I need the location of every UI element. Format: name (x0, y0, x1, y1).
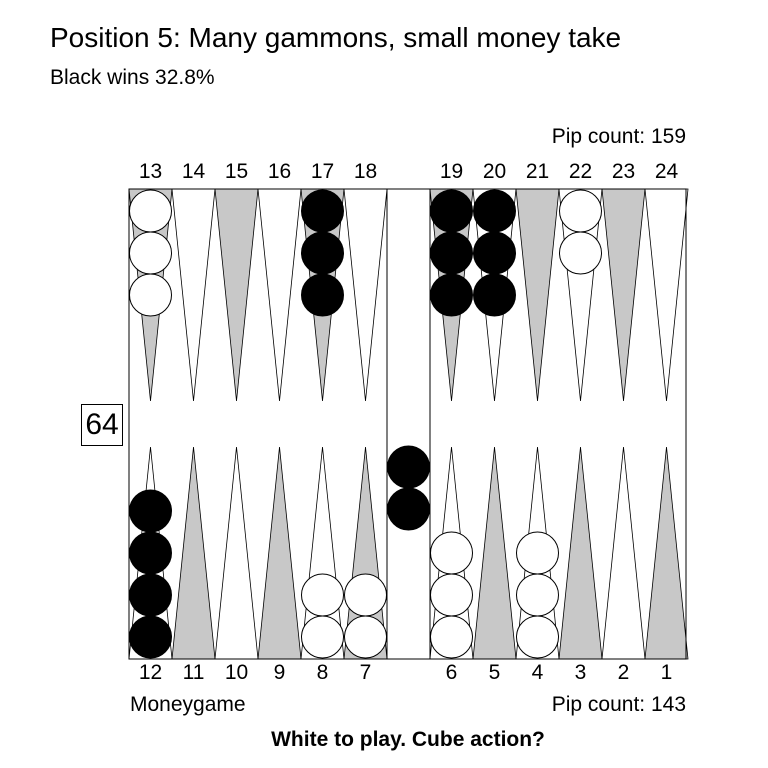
black-checker (473, 273, 516, 317)
point-number: 8 (316, 661, 329, 684)
black-checker (430, 273, 473, 317)
white-checker (559, 231, 602, 275)
action-prompt: White to play. Cube action? (271, 728, 545, 751)
white-checker (559, 189, 602, 233)
black-checker (430, 189, 473, 233)
point-number: 17 (310, 160, 335, 183)
point-number: 22 (568, 160, 593, 183)
white-checker (129, 231, 172, 275)
white-checker (516, 615, 559, 659)
point-number: 3 (574, 661, 587, 684)
white-checker (129, 273, 172, 317)
black-checker (301, 273, 344, 317)
pip-count-black: Pip count: 159 (551, 125, 686, 148)
white-checker (516, 573, 559, 617)
point-number: 10 (224, 661, 249, 684)
point-number: 2 (617, 661, 630, 684)
point-number: 6 (445, 661, 458, 684)
black-checker (129, 531, 172, 575)
white-checker (344, 573, 387, 617)
point-number: 20 (482, 160, 507, 183)
black-checker-on-bar (387, 487, 430, 531)
black-checker (129, 573, 172, 617)
point-number: 4 (531, 661, 544, 684)
black-checker (301, 231, 344, 275)
black-checker (301, 189, 344, 233)
white-checker (516, 531, 559, 575)
point-number: 12 (138, 661, 163, 684)
point-number: 21 (525, 160, 550, 183)
board-frame (128, 188, 687, 660)
white-checker (129, 189, 172, 233)
position-title: Position 5: Many gammons, small money ta… (50, 22, 622, 53)
black-checker (129, 615, 172, 659)
point-number: 7 (359, 661, 372, 684)
black-checker (473, 231, 516, 275)
black-checker-on-bar (387, 445, 430, 489)
white-checker (430, 615, 473, 659)
point-number: 19 (439, 160, 464, 183)
point-number: 18 (353, 160, 378, 183)
point-number: 24 (654, 160, 679, 183)
bar (386, 188, 431, 660)
point-number: 1 (660, 661, 673, 684)
point-number: 9 (273, 661, 286, 684)
doubling-cube[interactable]: 64 (81, 404, 123, 446)
black-checker (473, 189, 516, 233)
point-number: 16 (267, 160, 292, 183)
win-probability: Black wins 32.8% (50, 66, 215, 89)
white-checker (430, 573, 473, 617)
white-checker (430, 531, 473, 575)
black-checker (430, 231, 473, 275)
white-checker (301, 615, 344, 659)
point-number: 13 (138, 160, 163, 183)
checkers-layer (129, 189, 602, 659)
black-checker (129, 489, 172, 533)
point-number: 14 (181, 160, 206, 183)
point-number: 11 (182, 661, 205, 684)
point-number: 15 (224, 160, 249, 183)
point-number: 23 (611, 160, 636, 183)
white-checker (301, 573, 344, 617)
game-type-label: Moneygame (130, 693, 246, 716)
point-number: 5 (488, 661, 501, 684)
pip-count-white: Pip count: 143 (551, 693, 686, 716)
white-checker (344, 615, 387, 659)
